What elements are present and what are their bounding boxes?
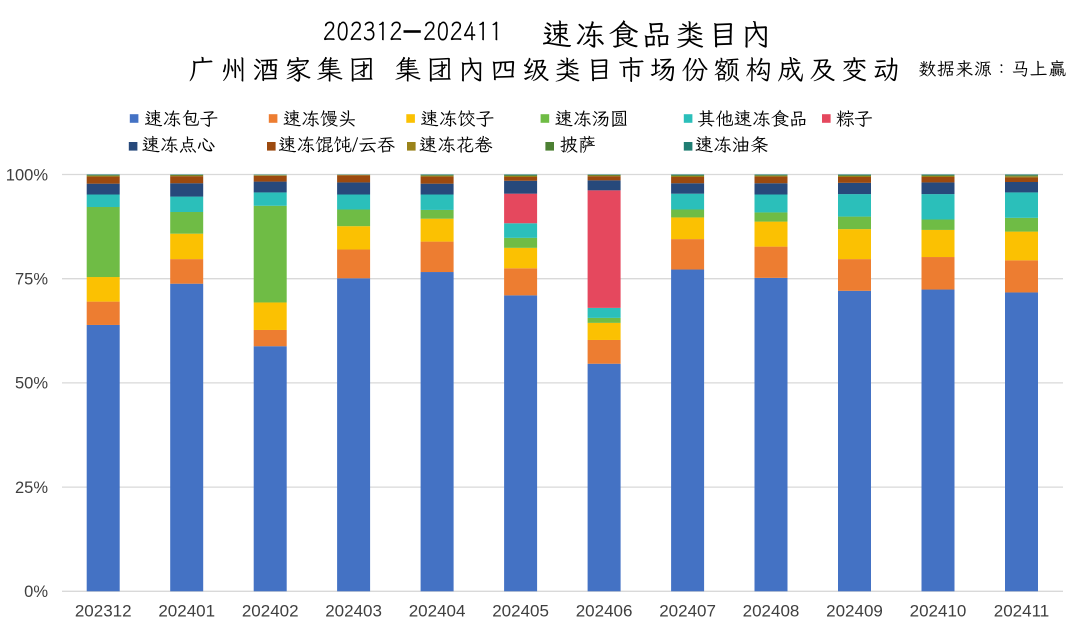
svg-text:202405: 202405	[492, 601, 549, 620]
svg-text:202402: 202402	[242, 601, 299, 620]
svg-text:50%: 50%	[15, 375, 48, 393]
svg-text:202404: 202404	[409, 601, 466, 620]
svg-text:0%: 0%	[24, 583, 48, 601]
svg-text:202401: 202401	[158, 601, 215, 620]
svg-text:202409: 202409	[826, 601, 883, 620]
svg-text:202407: 202407	[659, 601, 716, 620]
svg-text:202312: 202312	[75, 601, 132, 620]
svg-text:202406: 202406	[576, 601, 633, 620]
svg-text:202411: 202411	[994, 601, 1049, 620]
svg-text:202410: 202410	[910, 601, 967, 620]
svg-text:75%: 75%	[15, 271, 48, 289]
svg-text:100%: 100%	[6, 166, 49, 184]
svg-text:202403: 202403	[325, 601, 382, 620]
svg-text:25%: 25%	[15, 479, 48, 497]
svg-text:202408: 202408	[743, 601, 800, 620]
